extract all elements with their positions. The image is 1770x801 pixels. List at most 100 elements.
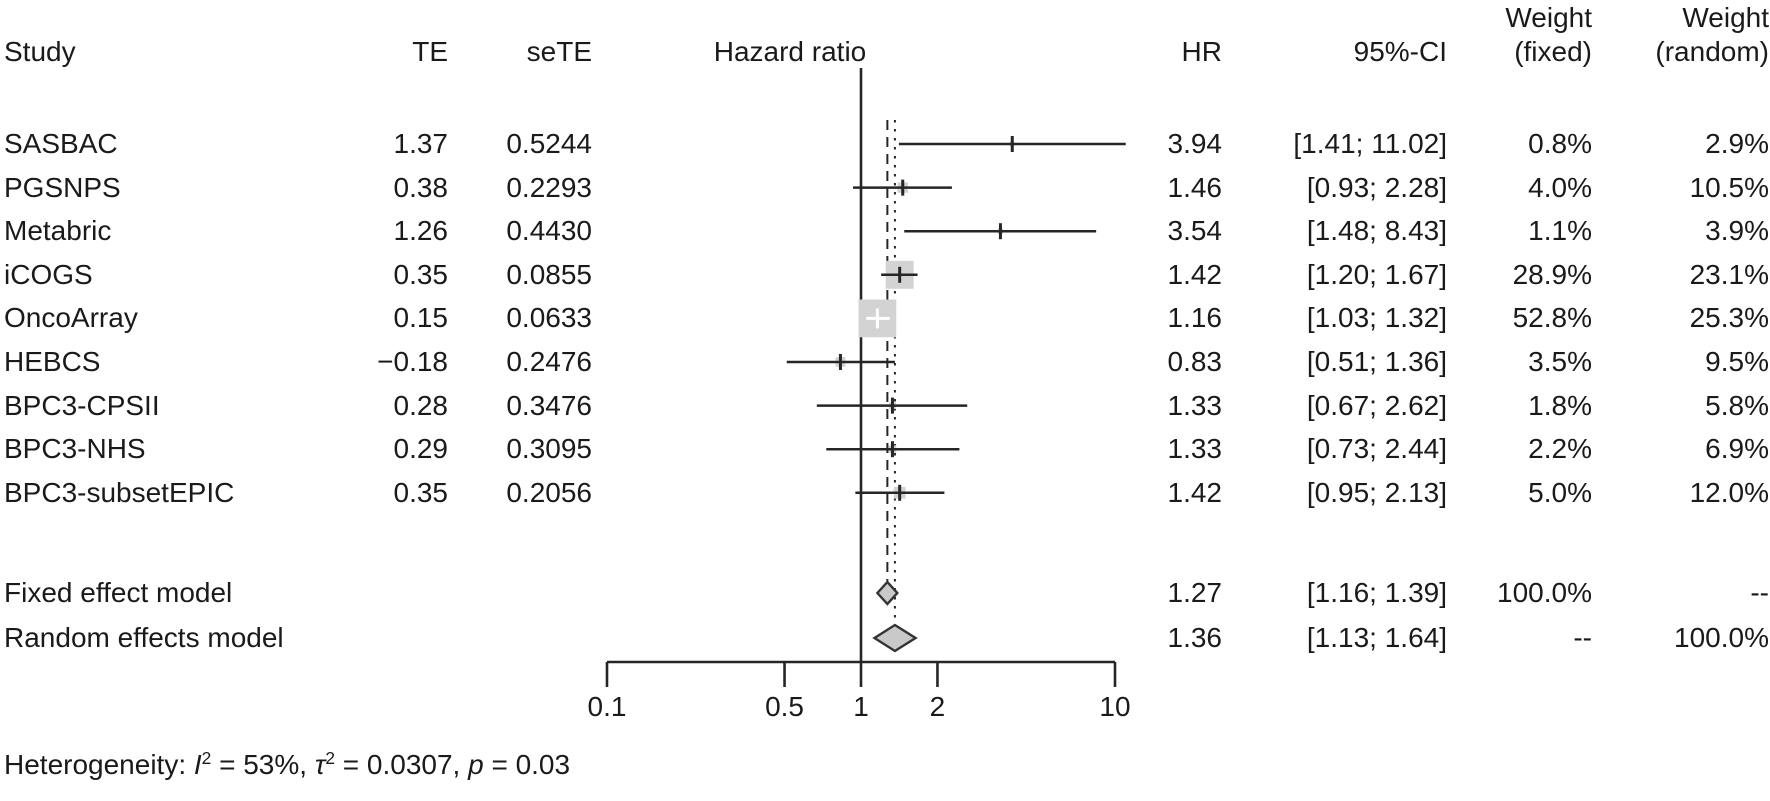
weight-random-cell: 2.9% — [1705, 128, 1769, 159]
te-cell: 0.35 — [393, 258, 449, 290]
x-axis-tick-label: 0.1 — [588, 691, 627, 722]
heterogeneity-note: Heterogeneity: I2 = 53%, τ2 = 0.0307, p … — [4, 748, 571, 784]
diamond-fixed — [875, 580, 899, 606]
ci-cell: [1.41; 11.02] — [1293, 128, 1447, 159]
sete-cell: 0.2056 — [506, 476, 592, 508]
i-squared-value: = 53%, — [211, 749, 315, 780]
sete-cell: 0.2476 — [506, 346, 592, 377]
x-axis-tick-label: 0.5 — [765, 691, 804, 722]
te-cell: 0.15 — [393, 302, 449, 334]
sete-cell: 0.0855 — [506, 258, 592, 290]
study-name-cell: BPC3-subsetEPIC — [4, 476, 235, 508]
hr-cell: 3.54 — [1167, 215, 1223, 247]
te-cell: 0.29 — [393, 433, 449, 465]
weight-fixed-cell: -- — [1573, 622, 1592, 653]
x-axis-tick-label: 10 — [1099, 691, 1130, 722]
hr-cell: 0.83 — [1167, 346, 1223, 377]
ci-cell: [0.95; 2.13] — [1306, 476, 1447, 508]
study-name-cell: OncoArray — [4, 302, 138, 334]
plot-title: Hazard ratio — [713, 36, 867, 67]
weight-random-cell: 100.0% — [1674, 622, 1769, 653]
study-name-cell: Metabric — [4, 215, 112, 247]
hr-cell: 1.42 — [1167, 258, 1223, 290]
ci-cell: [1.48; 8.43] — [1306, 215, 1447, 247]
ci-cell: [0.93; 2.28] — [1306, 171, 1447, 203]
te-cell: 1.37 — [393, 128, 449, 159]
te-cell: 1.26 — [393, 215, 449, 247]
i-squared-exponent: 2 — [201, 748, 212, 769]
sete-cell: 0.0633 — [506, 302, 592, 334]
te-cell: 0.28 — [393, 389, 449, 421]
ci-cell: [1.20; 1.67] — [1306, 258, 1447, 290]
te-cell: 0.38 — [393, 171, 449, 203]
weight-fixed-cell: 28.9% — [1512, 258, 1592, 290]
study-name-cell: BPC3-CPSII — [4, 389, 160, 421]
weight-random-cell: 23.1% — [1689, 258, 1769, 290]
sete-cell: 0.3095 — [506, 433, 592, 465]
study-name-cell: SASBAC — [4, 128, 118, 159]
tau-squared-value: = 0.0307, — [334, 749, 469, 780]
te-cell: 0.35 — [393, 476, 449, 508]
weight-random-cell: 9.5% — [1705, 346, 1769, 377]
tau-squared-symbol: τ — [314, 749, 326, 780]
x-axis-tick-label: 2 — [930, 691, 946, 722]
weight-random-cell: -- — [1750, 577, 1769, 608]
weight-random-cell: 10.5% — [1689, 171, 1769, 203]
hr-cell: 1.27 — [1167, 577, 1223, 608]
footnote-prefix: Heterogeneity: — [4, 749, 194, 780]
weight-random-cell: 25.3% — [1689, 302, 1769, 334]
weight-fixed-cell: 4.0% — [1528, 171, 1592, 203]
tau-squared-exponent: 2 — [325, 748, 335, 769]
column-header-weight-random-line1: Weight — [1682, 2, 1769, 33]
sete-cell: 0.5244 — [506, 128, 592, 159]
weight-random-cell: 3.9% — [1705, 215, 1769, 247]
hr-cell: 3.94 — [1167, 128, 1223, 159]
ci-cell: [1.16; 1.39] — [1306, 577, 1447, 608]
column-header-study: Study — [4, 36, 76, 67]
column-header-hr: HR — [1181, 36, 1222, 67]
weight-random-cell: 6.9% — [1705, 433, 1769, 465]
ci-cell: [1.13; 1.64] — [1306, 622, 1447, 653]
ci-cell: [1.03; 1.32] — [1306, 302, 1447, 334]
column-header-weight-fixed-line2: (fixed) — [1514, 36, 1592, 67]
study-name-cell: Fixed effect model — [4, 577, 233, 608]
hr-cell: 1.16 — [1167, 302, 1223, 334]
i-squared-symbol: I — [193, 749, 202, 780]
diamond-random — [872, 623, 918, 653]
study-name-cell: HEBCS — [4, 346, 101, 377]
column-header-weight-fixed-line1: Weight — [1505, 2, 1592, 33]
hr-cell: 1.46 — [1167, 171, 1223, 203]
column-header-ci: 95%-CI — [1353, 36, 1447, 67]
weight-fixed-cell: 3.5% — [1528, 346, 1592, 377]
sete-cell: 0.3476 — [506, 389, 592, 421]
weight-fixed-cell: 0.8% — [1528, 128, 1592, 159]
weight-fixed-cell: 52.8% — [1512, 302, 1592, 334]
weight-random-cell: 12.0% — [1689, 476, 1769, 508]
weight-fixed-cell: 2.2% — [1528, 433, 1592, 465]
study-name-cell: iCOGS — [4, 258, 93, 290]
sete-cell: 0.4430 — [506, 215, 592, 247]
hr-cell: 1.42 — [1167, 476, 1223, 508]
weight-fixed-cell: 1.8% — [1528, 389, 1592, 421]
p-symbol: p — [468, 749, 484, 780]
ci-cell: [0.67; 2.62] — [1306, 389, 1447, 421]
study-name-cell: Random effects model — [4, 622, 284, 653]
sete-cell: 0.2293 — [506, 171, 592, 203]
study-name-cell: BPC3-NHS — [4, 433, 146, 465]
column-header-sete: seTE — [526, 36, 592, 67]
te-cell: −0.18 — [377, 346, 448, 377]
study-name-cell: PGSNPS — [4, 171, 121, 203]
column-header-weight-random-line2: (random) — [1655, 36, 1769, 67]
weight-fixed-cell: 100.0% — [1497, 577, 1592, 608]
ci-cell: [0.51; 1.36] — [1306, 346, 1447, 377]
column-header-te: TE — [412, 36, 448, 67]
weight-fixed-cell: 5.0% — [1528, 476, 1592, 508]
hr-cell: 1.33 — [1167, 433, 1223, 465]
hr-cell: 1.36 — [1167, 622, 1223, 653]
weight-random-cell: 5.8% — [1705, 389, 1769, 421]
ci-cell: [0.73; 2.44] — [1306, 433, 1447, 465]
p-value: = 0.03 — [483, 749, 571, 780]
weight-fixed-cell: 1.1% — [1528, 215, 1592, 247]
